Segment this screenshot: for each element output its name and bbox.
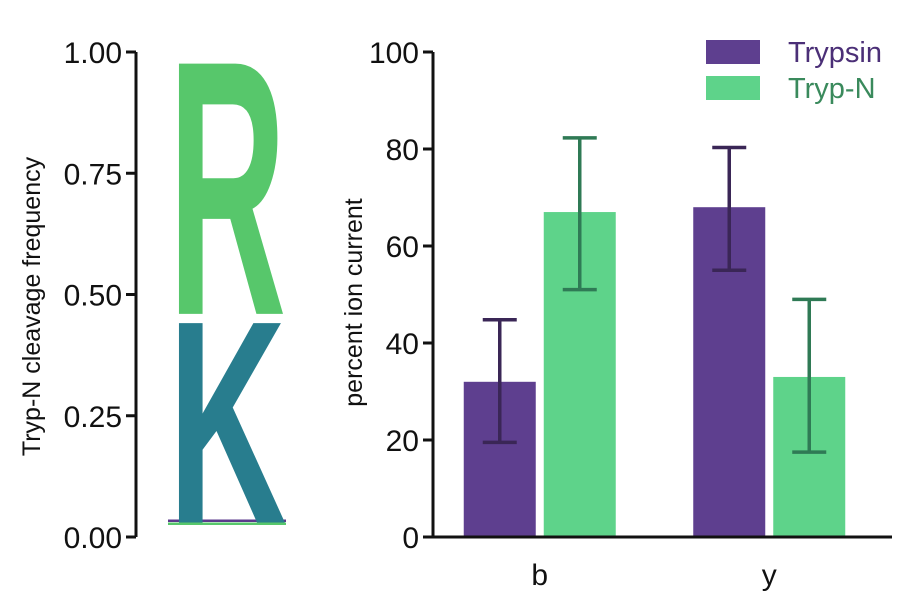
logo-y-tick-label: 0.50: [64, 280, 122, 313]
bar-y-tick-label: 20: [386, 425, 419, 458]
bar-y-tick-label: 60: [386, 231, 419, 264]
bar-y-tick-label: 0: [402, 522, 419, 555]
logo-y-ticks: 0.00 0.25 0.50 0.75 1.00: [64, 37, 136, 555]
bar-y-tick-label: 80: [386, 134, 419, 167]
bar-y-ticks: 0 20 40 60 80 100: [369, 37, 433, 555]
legend-label-trypsin: Trypsin: [788, 37, 882, 69]
logo-y-axis-title: Tryp-N cleavage frequency: [18, 156, 46, 456]
logo-y-tick-label: 0.00: [64, 522, 122, 555]
legend: Trypsin Tryp-N: [706, 37, 882, 105]
legend-swatch-tryp-n: [706, 76, 760, 100]
logo-y-tick-label: 0.75: [64, 158, 122, 191]
error-bars: [482, 136, 827, 454]
logo-panel: KR 0.00 0.25 0.50 0.75 1.00 Tryp-N cleavage …: [18, 0, 286, 584]
logo-residual-mark: [168, 519, 286, 522]
bar-x-tick-label: y: [762, 559, 777, 592]
legend-swatch-trypsin: [706, 40, 760, 64]
bar-y-tick-label: 100: [369, 37, 419, 70]
logo-residual-mark: [168, 522, 286, 525]
bar-y-tick-label: 40: [386, 328, 419, 361]
bars: [463, 207, 846, 538]
logo-y-tick-label: 0.25: [64, 401, 122, 434]
logo-y-tick-label: 1.00: [64, 37, 122, 70]
logo-letter-k: K: [168, 260, 286, 584]
legend-label-tryp-n: Tryp-N: [788, 73, 876, 105]
logo-letter-r: R: [168, 0, 286, 391]
logo-letters: KR: [168, 0, 286, 584]
bar-x-tick-label: b: [531, 559, 548, 592]
bar-y-axis-title: percent ion current: [340, 198, 368, 407]
